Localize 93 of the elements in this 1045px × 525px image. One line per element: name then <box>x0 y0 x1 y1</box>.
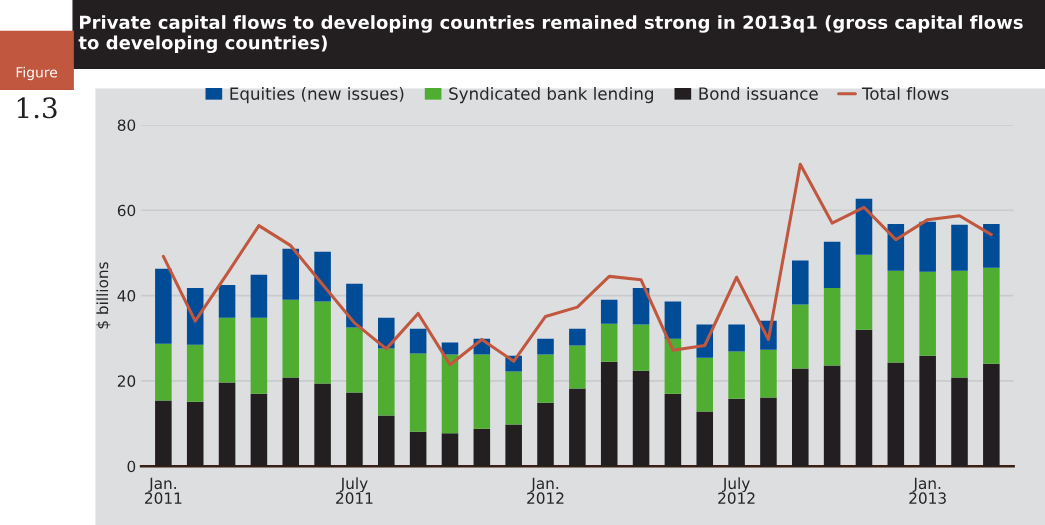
bar <box>155 400 172 467</box>
bar <box>282 248 300 300</box>
bar <box>983 363 1000 467</box>
bar <box>409 431 427 467</box>
legend-label: Bond issuance <box>699 86 818 100</box>
bar <box>155 268 172 344</box>
bar <box>887 362 905 467</box>
bar <box>855 198 873 255</box>
bar <box>823 241 841 288</box>
bar <box>760 349 777 398</box>
legend-label: Total flows <box>861 86 949 100</box>
bar <box>632 370 650 467</box>
bar <box>855 329 873 467</box>
bar <box>983 267 1000 364</box>
x-tick-label: Jan. 2012 <box>527 477 564 504</box>
bar <box>632 324 650 371</box>
bar <box>728 398 745 467</box>
bar <box>537 338 554 355</box>
bar <box>441 354 459 434</box>
bar <box>760 397 777 467</box>
bar <box>250 393 268 467</box>
bar <box>378 415 395 467</box>
bar <box>728 351 745 399</box>
bar <box>919 221 936 272</box>
bar <box>951 270 968 378</box>
x-tick-label: Jan. 2011 <box>145 477 182 504</box>
bar <box>186 401 204 467</box>
text: 1.3 <box>17 97 57 119</box>
bar <box>441 433 459 467</box>
bar <box>696 411 714 467</box>
bar <box>314 383 331 467</box>
bar <box>983 223 1000 268</box>
bar <box>473 354 491 429</box>
bar <box>664 338 682 394</box>
y-tick-label: 0 <box>127 460 136 473</box>
bar <box>505 424 522 467</box>
x-tick-label: July 2012 <box>718 477 755 504</box>
legend-label: Syndicated bank lending <box>449 86 653 104</box>
bar <box>218 317 236 383</box>
y-axis-title: $ billions <box>96 262 111 329</box>
bar <box>505 371 522 425</box>
bar <box>728 324 745 352</box>
bar <box>600 299 618 324</box>
y-tick-label: 40 <box>117 290 136 302</box>
bar <box>919 271 936 356</box>
bar <box>218 284 236 318</box>
x-tick-label: Jan. 2013 <box>909 477 946 504</box>
chart-title: Private capital flows to developing countries remained strong in 2013q1 (gross capital flows to developing countries) <box>78 15 1023 54</box>
bar <box>664 301 682 339</box>
bar <box>855 254 873 330</box>
bar <box>537 402 554 467</box>
bar <box>569 345 586 389</box>
bar <box>823 365 841 467</box>
bar <box>409 353 427 432</box>
y-tick-label: 60 <box>117 204 136 217</box>
bar <box>250 317 268 394</box>
bar <box>218 382 236 467</box>
bar <box>346 327 363 393</box>
bar <box>314 251 331 302</box>
bar <box>569 328 586 346</box>
bar <box>346 392 363 467</box>
bar <box>537 354 554 403</box>
y-tick-label: 80 <box>117 119 136 131</box>
bar <box>314 301 331 384</box>
bar <box>600 323 618 362</box>
bar <box>632 287 650 325</box>
line-series <box>161 162 993 367</box>
bar <box>282 377 300 467</box>
bar <box>792 304 809 369</box>
bar <box>378 348 395 416</box>
bar <box>441 342 459 355</box>
y-tick-label: 20 <box>117 375 136 387</box>
bar <box>409 328 427 354</box>
bar <box>155 343 172 401</box>
bar <box>250 274 268 318</box>
bar <box>887 270 905 363</box>
bar <box>823 287 841 366</box>
bar <box>792 260 809 305</box>
text: Figure <box>16 66 58 81</box>
bar <box>664 393 682 467</box>
bar <box>951 377 968 467</box>
bar <box>696 357 714 412</box>
bar <box>951 224 968 271</box>
bar <box>346 283 363 328</box>
bar <box>186 344 204 402</box>
x-tick-label: July 2011 <box>336 477 373 504</box>
bar <box>792 368 809 467</box>
legend-label: Equities (new issues) <box>230 86 404 104</box>
bar <box>600 361 618 467</box>
bar <box>569 388 586 467</box>
bar <box>282 299 300 378</box>
bar <box>919 355 936 467</box>
bar <box>473 428 491 467</box>
